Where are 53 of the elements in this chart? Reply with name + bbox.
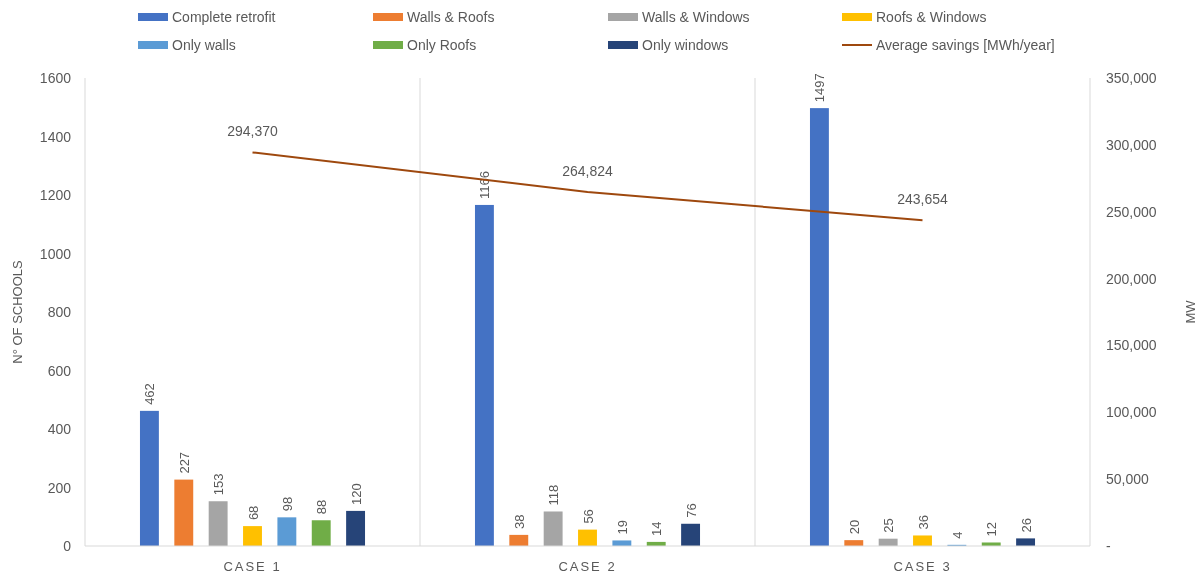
y-tick-label: 0: [63, 538, 72, 554]
x-tick-label: CASE 1: [223, 559, 282, 574]
data-label: 120: [348, 483, 364, 505]
data-label: 14: [649, 521, 665, 536]
legend-label: Average savings [MWh/year]: [876, 37, 1055, 53]
data-label: 26: [1018, 517, 1034, 533]
y-tick-label: 1200: [39, 187, 72, 203]
data-label: 88: [314, 499, 330, 515]
data-label: 462: [142, 383, 158, 405]
data-label: 25: [881, 518, 897, 533]
data-label: 98: [279, 496, 295, 512]
legend-label: Only Roofs: [407, 37, 477, 53]
y2-tick-label: 300,000: [1106, 136, 1157, 153]
legend-label: Complete retrofit: [172, 9, 276, 25]
legend-label: Walls & Windows: [642, 9, 750, 25]
data-label: 20: [846, 519, 862, 535]
data-label: 68: [245, 505, 261, 521]
y-axis-title: N° OF SCHOOLS: [10, 259, 25, 364]
data-label: 76: [683, 503, 699, 518]
y-tick-label: 1000: [39, 245, 72, 262]
x-tick-label: CASE 2: [558, 559, 617, 574]
y-tick-label: 400: [47, 421, 72, 437]
legend-label: Walls & Roofs: [407, 9, 495, 25]
data-label: 153: [211, 473, 227, 496]
legend-label: Roofs & Windows: [876, 9, 987, 25]
y2-tick-label: 100,000: [1106, 404, 1157, 421]
y2-axis-title: MW: [1183, 299, 1198, 324]
y2-tick-label: 200,000: [1106, 270, 1157, 287]
y-tick-label: 200: [47, 479, 72, 496]
y-tick-label: 1400: [39, 128, 72, 145]
y-tick-label: 1600: [39, 70, 72, 86]
data-label: 38: [511, 514, 527, 529]
data-label: 294,370: [227, 123, 279, 140]
data-label: 227: [176, 451, 192, 474]
data-label: 36: [915, 515, 931, 530]
data-label: 264,824: [562, 162, 614, 179]
legend-label: Only windows: [642, 37, 729, 53]
y2-tick-label: 150,000: [1106, 337, 1157, 354]
data-label: 56: [580, 509, 596, 524]
data-label: 243,654: [897, 191, 949, 208]
data-label: 12: [984, 522, 1000, 537]
y2-tick-label: 350,000: [1106, 70, 1157, 86]
data-label: 4: [949, 531, 965, 539]
y2-tick-label: 250,000: [1106, 203, 1157, 220]
y2-tick-label: -: [1106, 538, 1111, 554]
y-tick-label: 800: [47, 304, 72, 320]
data-label: 118: [546, 484, 562, 506]
y-tick-label: 600: [47, 362, 72, 379]
data-label: 19: [614, 519, 630, 535]
legend-label: Only walls: [172, 37, 236, 53]
y2-tick-label: 50,000: [1106, 471, 1150, 488]
x-tick-label: CASE 3: [893, 559, 952, 574]
data-label: 1497: [812, 73, 828, 103]
